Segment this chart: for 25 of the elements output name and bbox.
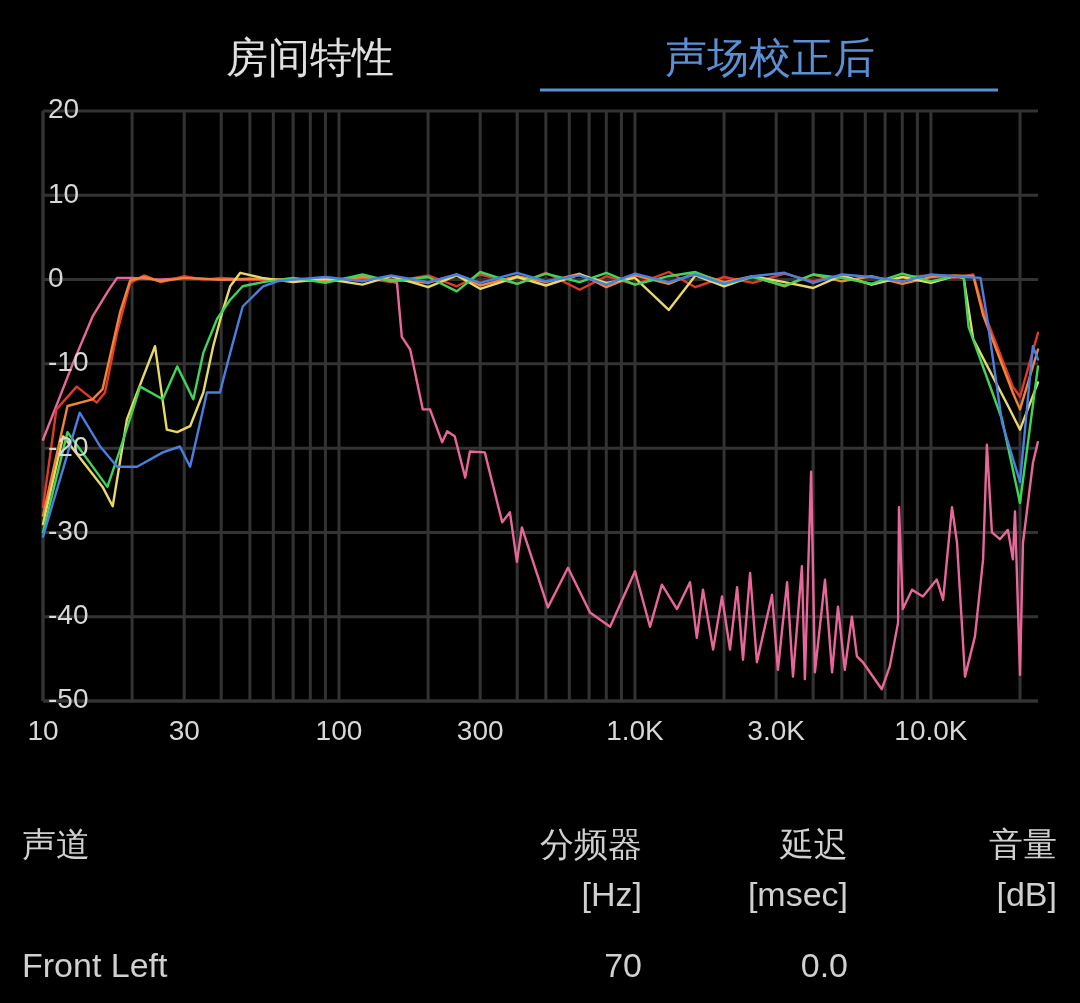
x-tick-label: 300 — [456, 715, 504, 746]
y-tick-label: -40 — [48, 599, 89, 631]
x-tick-label: 3.0K — [747, 715, 806, 746]
x-tick-label: 100 — [315, 715, 363, 746]
text: 0.0 — [800, 946, 848, 984]
x-tick-label: 1.0K — [606, 715, 665, 746]
text: 声道 — [22, 825, 90, 863]
y-tick-label: 20 — [48, 93, 80, 125]
text: Front Left — [22, 946, 169, 984]
y-tick-label: -30 — [48, 514, 89, 546]
text: 音量 — [989, 825, 1057, 863]
x-tick-label: 30 — [168, 715, 200, 746]
text: 声场校正后 — [665, 34, 875, 81]
text: 分频器 — [540, 825, 642, 863]
y-tick-label: 10 — [48, 177, 80, 209]
text: 70 — [604, 946, 642, 984]
text: [Hz] — [581, 875, 642, 913]
text: 房间特性 — [226, 34, 394, 81]
text: [msec] — [747, 875, 848, 913]
text: [dB] — [996, 875, 1057, 913]
y-tick-label: -50 — [48, 683, 89, 715]
text: 延迟 — [779, 825, 848, 863]
x-tick-label: 10.0K — [894, 715, 968, 746]
y-tick-label: 0 — [48, 261, 64, 293]
x-tick-label: 10 — [27, 715, 59, 746]
